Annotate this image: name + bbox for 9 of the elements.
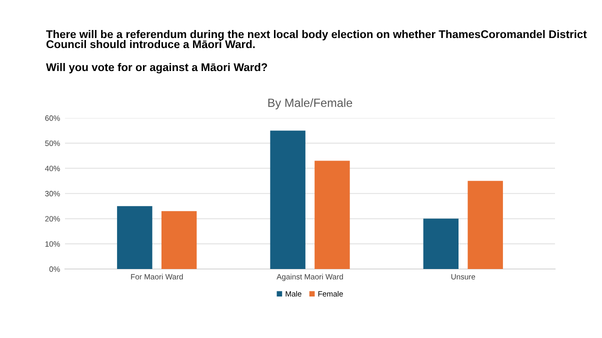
bar — [423, 218, 459, 269]
bar — [270, 130, 306, 269]
text: There will be a referendum during the next local body election on whether ThamesCoromandel District Council should introduce a Māori Ward. — [46, 30, 587, 48]
text: Will you vote for or against a Māori Ward? — [46, 63, 268, 74]
chart-title: By Male/Female — [268, 98, 352, 110]
bar — [117, 206, 152, 269]
bar — [468, 180, 503, 269]
bar — [314, 160, 350, 269]
bar — [161, 211, 197, 269]
